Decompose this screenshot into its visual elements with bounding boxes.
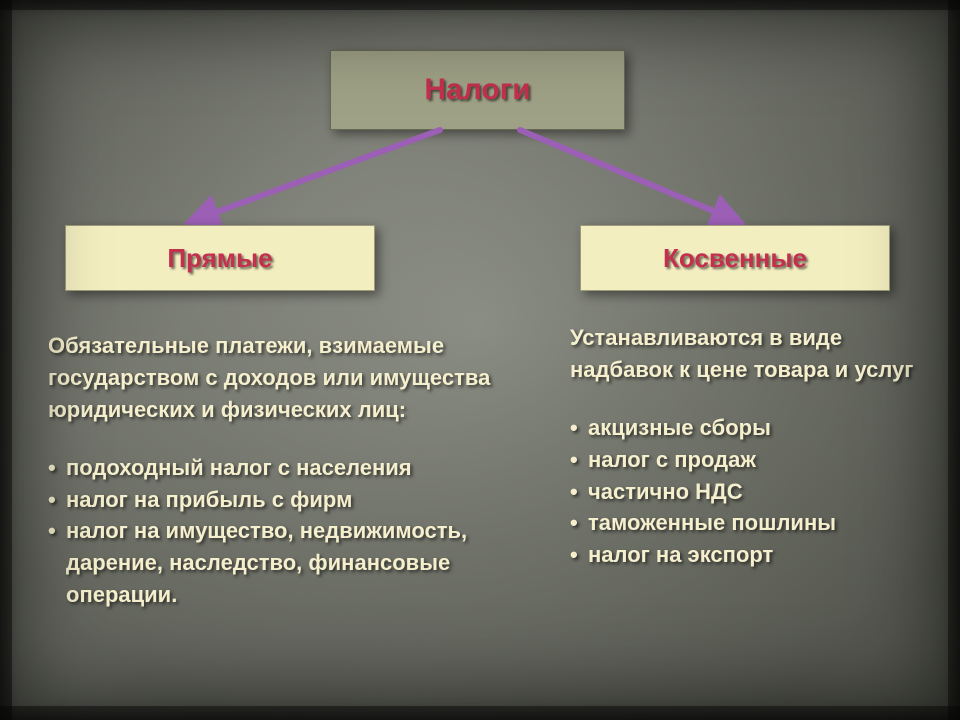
branch-box-indirect: Косвенные (580, 225, 890, 291)
list-item: таможенные пошлины (570, 507, 930, 539)
indirect-list: акцизные сборы налог с продаж частично Н… (570, 412, 930, 571)
direct-description: Обязательные платежи, взимаемые государс… (48, 330, 508, 426)
branch-box-direct: Прямые (65, 225, 375, 291)
list-item: налог на имущество, недвижимость, дарени… (48, 515, 508, 611)
list-item: подоходный налог с населения (48, 452, 508, 484)
branch-label-direct: Прямые (167, 243, 272, 274)
list-item: налог с продаж (570, 444, 930, 476)
column-indirect: Устанавливаются в виде надбавок к цене т… (570, 322, 930, 571)
root-label: Налоги (424, 73, 530, 107)
column-direct: Обязательные платежи, взимаемые государс… (48, 330, 508, 611)
bg-edge (0, 706, 960, 720)
list-item: акцизные сборы (570, 412, 930, 444)
list-item: налог на прибыль с фирм (48, 484, 508, 516)
branch-label-indirect: Косвенные (663, 243, 807, 274)
indirect-description: Устанавливаются в виде надбавок к цене т… (570, 322, 930, 386)
list-item: частично НДС (570, 476, 930, 508)
bg-edge (0, 0, 960, 10)
root-box: Налоги (330, 50, 625, 130)
bg-edge (0, 0, 12, 720)
bg-edge (948, 0, 960, 720)
list-item: налог на экспорт (570, 539, 930, 571)
direct-list: подоходный налог с населения налог на пр… (48, 452, 508, 611)
